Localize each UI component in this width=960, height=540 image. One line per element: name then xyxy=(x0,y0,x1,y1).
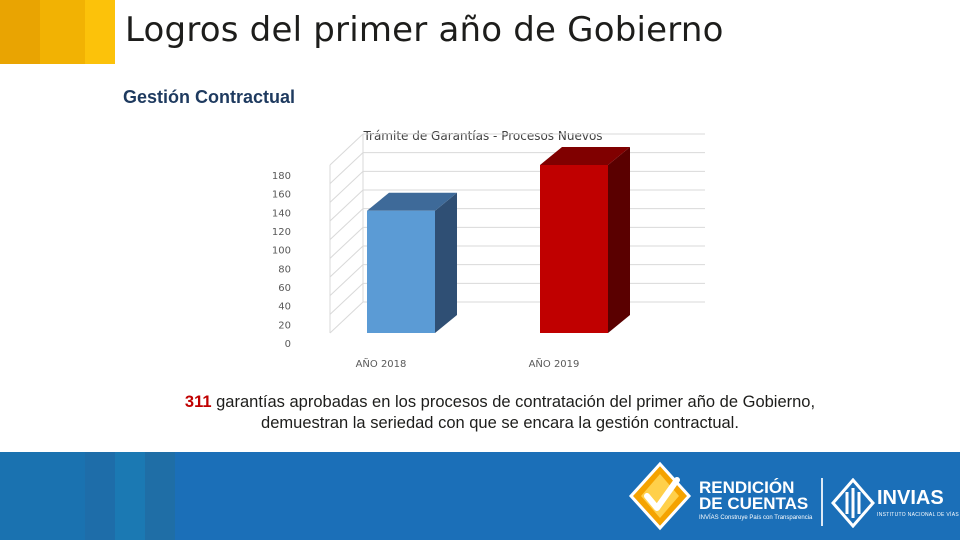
y-tick-label: 140 xyxy=(272,208,291,219)
x-axis: AÑO 2018 AÑO 2019 xyxy=(356,357,580,370)
invias-logo-icon xyxy=(831,478,875,528)
gridline xyxy=(329,152,364,185)
header-stripe xyxy=(40,0,85,64)
footer-stripe xyxy=(85,452,115,540)
x-tick-label: AÑO 2018 xyxy=(356,357,407,370)
bar-chart: Trámite de Garantías - Procesos Nuevos 0… xyxy=(272,129,705,370)
y-tick-label: 40 xyxy=(278,302,291,313)
gridline xyxy=(329,189,364,222)
rendicion-cuentas-logo-icon xyxy=(628,461,692,531)
gridline xyxy=(329,208,364,241)
logo-divider xyxy=(821,478,823,526)
invias-subtitle: INSTITUTO NACIONAL DE VÍAS xyxy=(877,512,959,518)
bar-side xyxy=(608,147,630,333)
rc-subtitle: INVÍAS Construye País con Transparencia xyxy=(699,515,813,521)
y-tick-label: 120 xyxy=(272,227,291,238)
header-stripe xyxy=(0,0,40,64)
section-title: Gestión Contractual xyxy=(123,87,296,107)
gridline xyxy=(329,264,364,297)
rc-line2: DE CUENTAS xyxy=(699,494,809,513)
rendicion-cuentas-logo-text: RENDICIÓN DE CUENTAS xyxy=(699,478,809,513)
footer-stripe xyxy=(145,452,175,540)
header-banner xyxy=(0,0,960,64)
y-tick-label: 20 xyxy=(278,320,291,331)
caption: 311 garantías aprobadas en los procesos … xyxy=(120,392,880,434)
gridline xyxy=(329,301,364,334)
footer-logos: RENDICIÓN DE CUENTAS INVÍAS Construye Pa… xyxy=(625,456,959,536)
gridline xyxy=(329,245,364,278)
gridline xyxy=(329,170,364,203)
bar-top xyxy=(540,147,630,165)
invias-logo-text: INVIAS xyxy=(877,487,944,509)
y-axis: 0 20 40 60 80 100 120 140 160 180 xyxy=(272,171,291,350)
caption-number: 311 xyxy=(184,393,212,411)
footer-banner xyxy=(0,452,960,540)
caption-text-line2: demuestran la seriedad con que se encara… xyxy=(261,414,739,432)
y-tick-label: 0 xyxy=(285,339,291,350)
gridline xyxy=(329,282,364,315)
y-tick-label: 80 xyxy=(278,264,291,275)
bar-side xyxy=(435,192,457,333)
y-tick-label: 160 xyxy=(272,190,291,201)
bar xyxy=(540,165,608,333)
caption-text-line1: garantías aprobadas en los procesos de c… xyxy=(211,393,816,411)
header-stripe xyxy=(85,0,115,64)
y-tick-label: 100 xyxy=(272,246,291,257)
chart-bars xyxy=(367,147,630,333)
gridline xyxy=(329,226,364,259)
footer-stripe xyxy=(115,452,145,540)
y-tick-label: 60 xyxy=(278,283,291,294)
rc-line1: RENDICIÓN xyxy=(699,478,795,497)
chart-title: Trámite de Garantías - Procesos Nuevos xyxy=(362,129,602,143)
footer-stripe xyxy=(0,452,85,540)
gridline xyxy=(329,133,364,166)
x-tick-label: AÑO 2019 xyxy=(529,357,580,370)
bar-top xyxy=(367,192,457,211)
y-tick-label: 180 xyxy=(272,171,291,182)
bar xyxy=(367,210,435,333)
title-box xyxy=(115,0,960,64)
page-title: Logros del primer año de Gobierno xyxy=(125,10,724,50)
